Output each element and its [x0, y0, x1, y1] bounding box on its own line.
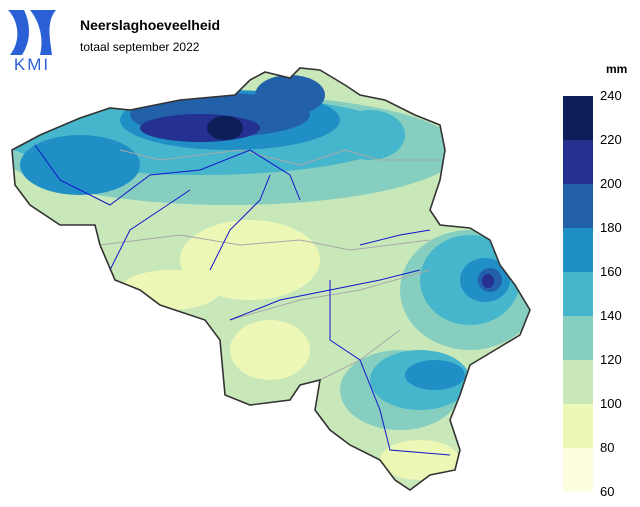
legend-swatch — [563, 184, 593, 228]
legend-swatch — [563, 448, 593, 492]
legend-tick-label: 80 — [600, 440, 614, 455]
legend-tick-label: 140 — [600, 308, 622, 323]
legend-tick-label: 180 — [600, 220, 622, 235]
legend-tick-label: 220 — [600, 132, 622, 147]
legend-swatch — [563, 360, 593, 404]
legend-swatch — [563, 96, 593, 140]
logo: KMI — [8, 10, 56, 74]
legend-tick-label: 160 — [600, 264, 622, 279]
legend-swatch — [563, 140, 593, 184]
legend-swatch — [563, 316, 593, 360]
legend-swatch — [563, 272, 593, 316]
legend-tick-label: 100 — [600, 396, 622, 411]
rivers — [34, 144, 451, 456]
legend-tick-label: 60 — [600, 484, 614, 499]
map-title: Neerslaghoeveelheid — [80, 17, 220, 33]
legend-tick-label: 200 — [600, 176, 622, 191]
legend: 60 80 100 120 140 160 180 200 220 240 — [563, 88, 622, 499]
legend-tick-label: 240 — [600, 88, 622, 103]
legend-tick-label: 120 — [600, 352, 622, 367]
legend-swatch — [563, 404, 593, 448]
logo-text: KMI — [14, 55, 50, 74]
map-subtitle: totaal september 2022 — [80, 40, 200, 54]
precipitation-field — [12, 68, 530, 490]
legend-unit: mm — [606, 62, 627, 76]
legend-swatch — [563, 228, 593, 272]
